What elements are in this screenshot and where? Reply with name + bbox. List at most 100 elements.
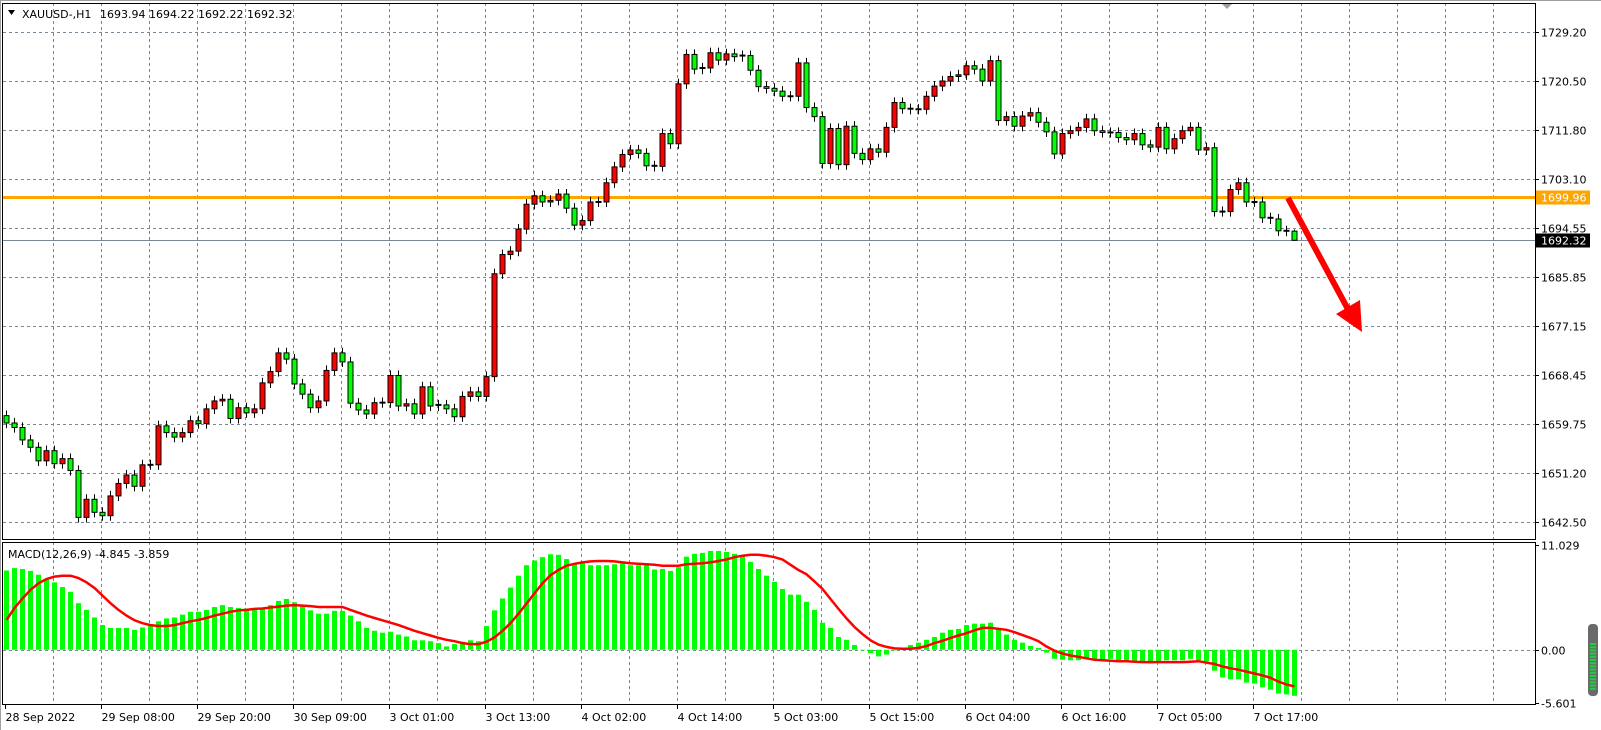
candle-body bbox=[851, 125, 858, 154]
candle bbox=[507, 246, 514, 260]
macd-histogram-bar bbox=[420, 640, 425, 650]
scroll-stripe bbox=[1590, 675, 1596, 677]
time-axis-label: 7 Oct 05:00 bbox=[1158, 711, 1223, 724]
candle bbox=[811, 102, 818, 122]
macd-histogram-bar bbox=[100, 625, 105, 650]
indicator-window-scroll-handle[interactable] bbox=[1588, 624, 1598, 696]
time-axis-label: 5 Oct 03:00 bbox=[774, 711, 839, 724]
candle bbox=[667, 128, 674, 149]
candle bbox=[51, 445, 58, 469]
scroll-stripe bbox=[1590, 646, 1596, 649]
candle-body bbox=[939, 80, 946, 87]
macd-histogram-bar bbox=[300, 606, 305, 650]
macd-histogram-bar bbox=[668, 570, 673, 650]
triangle-down-icon[interactable] bbox=[8, 10, 15, 15]
candle-body bbox=[819, 116, 826, 165]
macd-histogram-bar bbox=[620, 563, 625, 650]
candle bbox=[299, 378, 306, 400]
candle-body bbox=[723, 53, 730, 61]
candle-body bbox=[1155, 126, 1162, 148]
candle bbox=[475, 386, 482, 402]
candle-body bbox=[987, 60, 994, 82]
bid-price-tag bbox=[1536, 233, 1590, 248]
candle bbox=[651, 160, 658, 172]
candle-body bbox=[195, 420, 202, 425]
candle bbox=[963, 60, 970, 80]
macd-histogram-bar bbox=[84, 609, 89, 650]
candle-body bbox=[155, 425, 162, 466]
macd-histogram-bar bbox=[1252, 649, 1257, 684]
candle bbox=[219, 394, 226, 407]
macd-histogram-bar bbox=[140, 627, 145, 650]
time-axis-label: 5 Oct 15:00 bbox=[870, 711, 935, 724]
macd-histogram-bar bbox=[172, 617, 177, 650]
candle-body bbox=[75, 469, 82, 518]
candle bbox=[387, 370, 394, 408]
candle-body bbox=[947, 75, 954, 82]
candle bbox=[1099, 125, 1106, 138]
macd-histogram-bar bbox=[572, 563, 577, 650]
macd-histogram-bar bbox=[148, 624, 153, 650]
candle-body bbox=[931, 85, 938, 97]
candle-body bbox=[1099, 130, 1106, 133]
candle-body bbox=[1035, 112, 1042, 123]
macd-histogram-bar bbox=[132, 629, 137, 650]
candle-body bbox=[1139, 133, 1146, 146]
macd-histogram-bar bbox=[1268, 649, 1273, 690]
macd-histogram-bar bbox=[348, 615, 353, 650]
candle-body bbox=[1131, 133, 1138, 141]
candle bbox=[987, 55, 994, 87]
macd-histogram-bar bbox=[1188, 649, 1193, 659]
candle-body bbox=[43, 450, 50, 462]
candle bbox=[291, 354, 298, 390]
candle-body bbox=[539, 195, 546, 203]
candle bbox=[1219, 206, 1226, 217]
candle-body bbox=[795, 62, 802, 97]
macd-histogram-bar bbox=[316, 613, 321, 650]
candle bbox=[595, 196, 602, 208]
macd-histogram-bar bbox=[1116, 649, 1121, 661]
macd-histogram-bar bbox=[1172, 649, 1177, 661]
candle bbox=[803, 57, 810, 113]
candle bbox=[1267, 212, 1274, 225]
candle bbox=[283, 347, 290, 365]
candle bbox=[1203, 142, 1210, 156]
candle bbox=[1011, 111, 1018, 132]
macd-histogram-bar bbox=[460, 641, 465, 650]
chart-shift-marker-icon[interactable] bbox=[1222, 4, 1232, 9]
candle-body bbox=[507, 250, 514, 256]
candle-body bbox=[467, 391, 474, 397]
macd-histogram-bar bbox=[44, 578, 49, 650]
candle-body bbox=[675, 83, 682, 145]
macd-histogram-bar bbox=[52, 582, 57, 650]
macd-histogram-bar bbox=[180, 614, 185, 650]
candle-body bbox=[523, 203, 530, 230]
down-arrow-icon[interactable] bbox=[1285, 196, 1362, 332]
macd-histogram-bar bbox=[116, 627, 121, 650]
macd-histogram-bar bbox=[636, 565, 641, 650]
candle bbox=[971, 60, 978, 75]
candle-body bbox=[1019, 115, 1026, 127]
candle-body bbox=[387, 375, 394, 404]
candle-body bbox=[611, 166, 618, 184]
horizontal-levels[interactable]: 1699.96 1692.32 bbox=[3, 190, 1590, 248]
candle bbox=[611, 161, 618, 188]
scroll-handle-stripes-icon bbox=[1590, 643, 1596, 690]
support-level-tag bbox=[1536, 190, 1590, 205]
candle bbox=[139, 459, 146, 492]
macd-histogram-bar bbox=[948, 629, 953, 650]
macd-histogram-bar bbox=[612, 564, 617, 650]
price-axis-label: 1729.20 bbox=[1541, 27, 1587, 40]
candle bbox=[619, 149, 626, 173]
candle bbox=[99, 507, 106, 521]
macd-histogram-bar bbox=[1228, 649, 1233, 680]
candle-body bbox=[875, 148, 882, 153]
candle bbox=[1259, 196, 1266, 223]
candle-body bbox=[547, 199, 554, 203]
candle-body bbox=[803, 62, 810, 109]
macd-histogram-bar bbox=[1028, 645, 1033, 650]
macd-histogram-bar bbox=[812, 609, 817, 650]
candle bbox=[915, 104, 922, 115]
macd-histogram-bar bbox=[364, 627, 369, 650]
